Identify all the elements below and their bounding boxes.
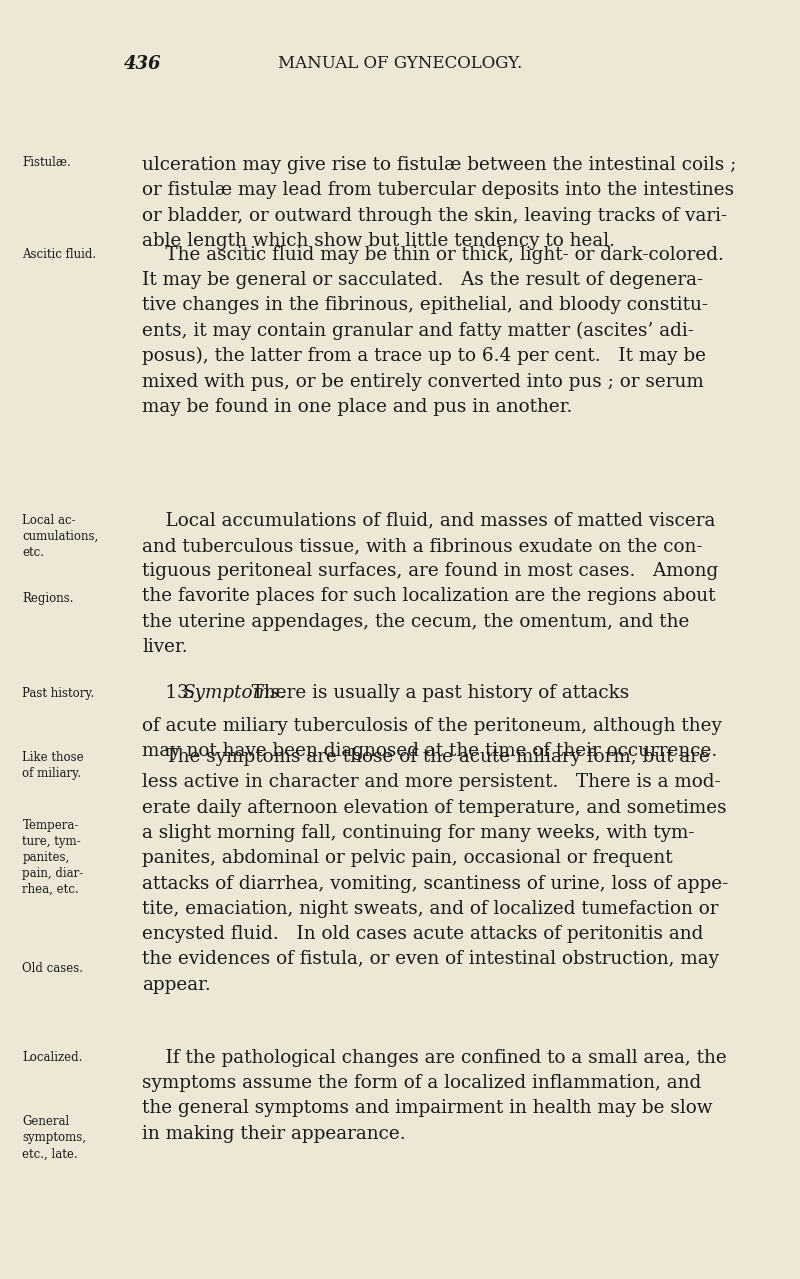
Text: MANUAL OF GYNECOLOGY.: MANUAL OF GYNECOLOGY. [278,55,522,72]
Text: Fistulæ.: Fistulæ. [22,156,71,169]
Text: Symptoms.: Symptoms. [182,684,286,702]
Text: Like those
of miliary.: Like those of miliary. [22,751,84,780]
Text: Old cases.: Old cases. [22,962,83,975]
Text: Regions.: Regions. [22,592,74,605]
Text: The symptoms are those of the acute miliary form, but are
less active in charact: The symptoms are those of the acute mili… [142,748,729,994]
Text: Ascitic fluid.: Ascitic fluid. [22,248,97,261]
Text: Localized.: Localized. [22,1051,82,1064]
Text: 13.: 13. [142,684,201,702]
Text: ulceration may give rise to fistulæ between the intestinal coils ;
or fistulæ ma: ulceration may give rise to fistulæ betw… [142,156,737,249]
Text: 436: 436 [124,55,162,73]
Text: Past history.: Past history. [22,687,94,700]
Text: If the pathological changes are confined to a small area, the
symptoms assume th: If the pathological changes are confined… [142,1049,727,1142]
Text: The ascitic fluid may be thin or thick, light- or dark-colored.
It may be genera: The ascitic fluid may be thin or thick, … [142,246,724,416]
Text: Local accumulations of fluid, and masses of matted viscera
and tuberculous tissu: Local accumulations of fluid, and masses… [142,512,718,656]
Text: Tempera-
ture, tym-
panites,
pain, diar-
rhea, etc.: Tempera- ture, tym- panites, pain, diar-… [22,819,84,895]
Text: General
symptoms,
etc., late.: General symptoms, etc., late. [22,1115,86,1160]
Text: Local ac-
cumulations,
etc.: Local ac- cumulations, etc. [22,514,98,559]
Text: of acute miliary tuberculosis of the peritoneum, although they
may not have been: of acute miliary tuberculosis of the per… [142,716,722,760]
Text: There is usually a past history of attacks: There is usually a past history of attac… [240,684,630,702]
